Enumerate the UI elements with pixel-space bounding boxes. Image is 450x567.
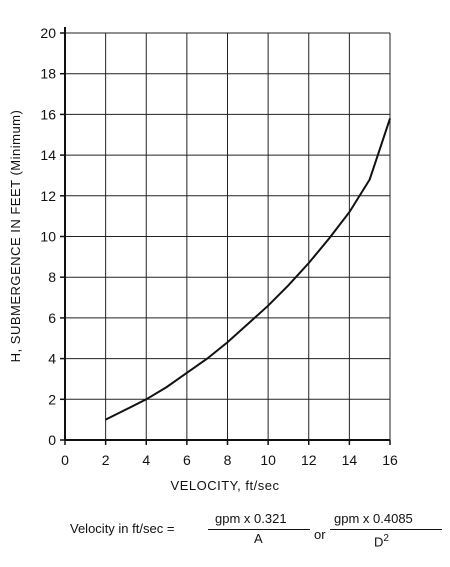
x-tick-label: 4 — [142, 452, 150, 468]
grid — [65, 32, 391, 440]
velocity-formula: Velocity in ft/sec = gpm x 0.321 A or gp… — [0, 505, 450, 565]
y-axis-label: H, SUBMERGENCE IN FEET (Minimum) — [8, 110, 23, 363]
y-tick-label: 12 — [40, 188, 56, 204]
x-tick-label: 10 — [260, 452, 276, 468]
formula-or: or — [314, 527, 326, 542]
x-tick-label: 12 — [301, 452, 317, 468]
y-tick-label: 4 — [48, 351, 56, 367]
formula-numerator-2: gpm x 0.4085 — [334, 511, 413, 526]
y-tick-label: 20 — [40, 25, 56, 41]
y-tick-label: 8 — [48, 269, 56, 285]
formula-denominator-2: D2 — [374, 533, 389, 550]
y-tick-label: 16 — [40, 106, 56, 122]
y-tick-label: 2 — [48, 391, 56, 407]
x-tick-label: 8 — [224, 452, 232, 468]
fraction-line-2 — [330, 529, 442, 530]
x-axis-label: VELOCITY, ft/sec — [171, 478, 280, 493]
x-tick-label: 14 — [342, 452, 358, 468]
y-tick-label: 14 — [40, 147, 56, 163]
velocity-submergence-chart: 0 2 4 6 8 10 12 14 16 0 2 4 6 8 10 12 14 16 18 20 VELOCITY… — [8, 25, 398, 493]
x-tick-label: 16 — [382, 452, 398, 468]
x-tick-labels: 0 2 4 6 8 10 12 14 16 — [61, 452, 398, 468]
formula-denominator-1: A — [254, 531, 263, 546]
fraction-line-1 — [208, 529, 310, 530]
axes — [60, 27, 391, 445]
x-tick-label: 0 — [61, 452, 69, 468]
y-tick-labels: 0 2 4 6 8 10 12 14 16 18 20 — [40, 25, 56, 448]
formula-lhs: Velocity in ft/sec = — [70, 521, 175, 536]
y-tick-label: 10 — [40, 229, 56, 245]
x-tick-label: 6 — [183, 452, 191, 468]
y-tick-label: 18 — [40, 66, 56, 82]
y-tick-label: 6 — [48, 310, 56, 326]
x-tick-label: 2 — [102, 452, 110, 468]
y-tick-label: 0 — [48, 432, 56, 448]
series-line — [105, 118, 391, 421]
formula-numerator-1: gpm x 0.321 — [215, 511, 287, 526]
